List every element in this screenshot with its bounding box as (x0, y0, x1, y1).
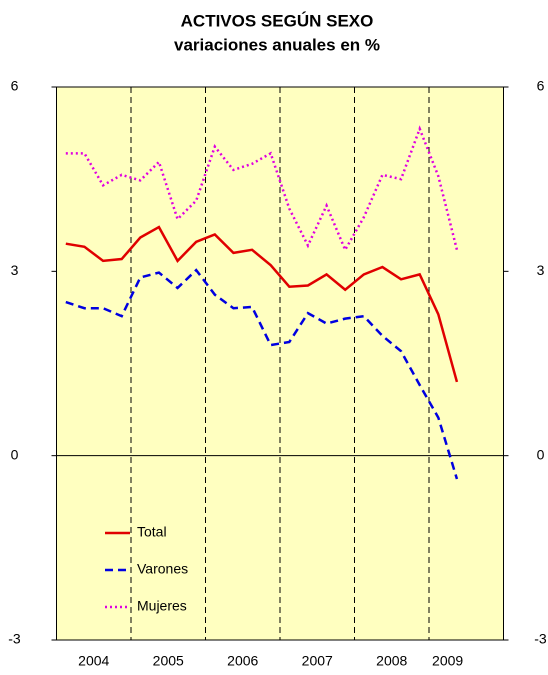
y-tick-label: 0 (11, 446, 19, 462)
x-tick-label: 2004 (78, 653, 109, 669)
x-tick-label: 2006 (227, 653, 258, 669)
y-tick-label: -3 (8, 631, 21, 647)
y2-tick-label: 0 (537, 446, 545, 462)
y-tick-label: 6 (11, 78, 19, 94)
y2-tick-label: 3 (537, 262, 545, 278)
x-tick-label: 2007 (302, 653, 333, 669)
legend-label: Total (137, 524, 167, 540)
legend-label: Varones (137, 561, 188, 577)
series-line (65, 225, 459, 383)
x-tick-label: 2005 (153, 653, 184, 669)
series-line (65, 268, 459, 480)
y2-tick-label: 6 (537, 78, 545, 94)
y2-tick-label: -3 (534, 631, 547, 647)
legend-label: Mujeres (137, 598, 187, 614)
x-tick-label: 2008 (376, 653, 407, 669)
series-line (65, 125, 459, 253)
x-tick-label: 2009 (432, 653, 463, 669)
chart-subtitle: variaciones anuales en % (174, 35, 380, 54)
y-tick-label: 3 (11, 262, 19, 278)
chart-title: ACTIVOS SEGÚN SEXO (181, 11, 374, 30)
